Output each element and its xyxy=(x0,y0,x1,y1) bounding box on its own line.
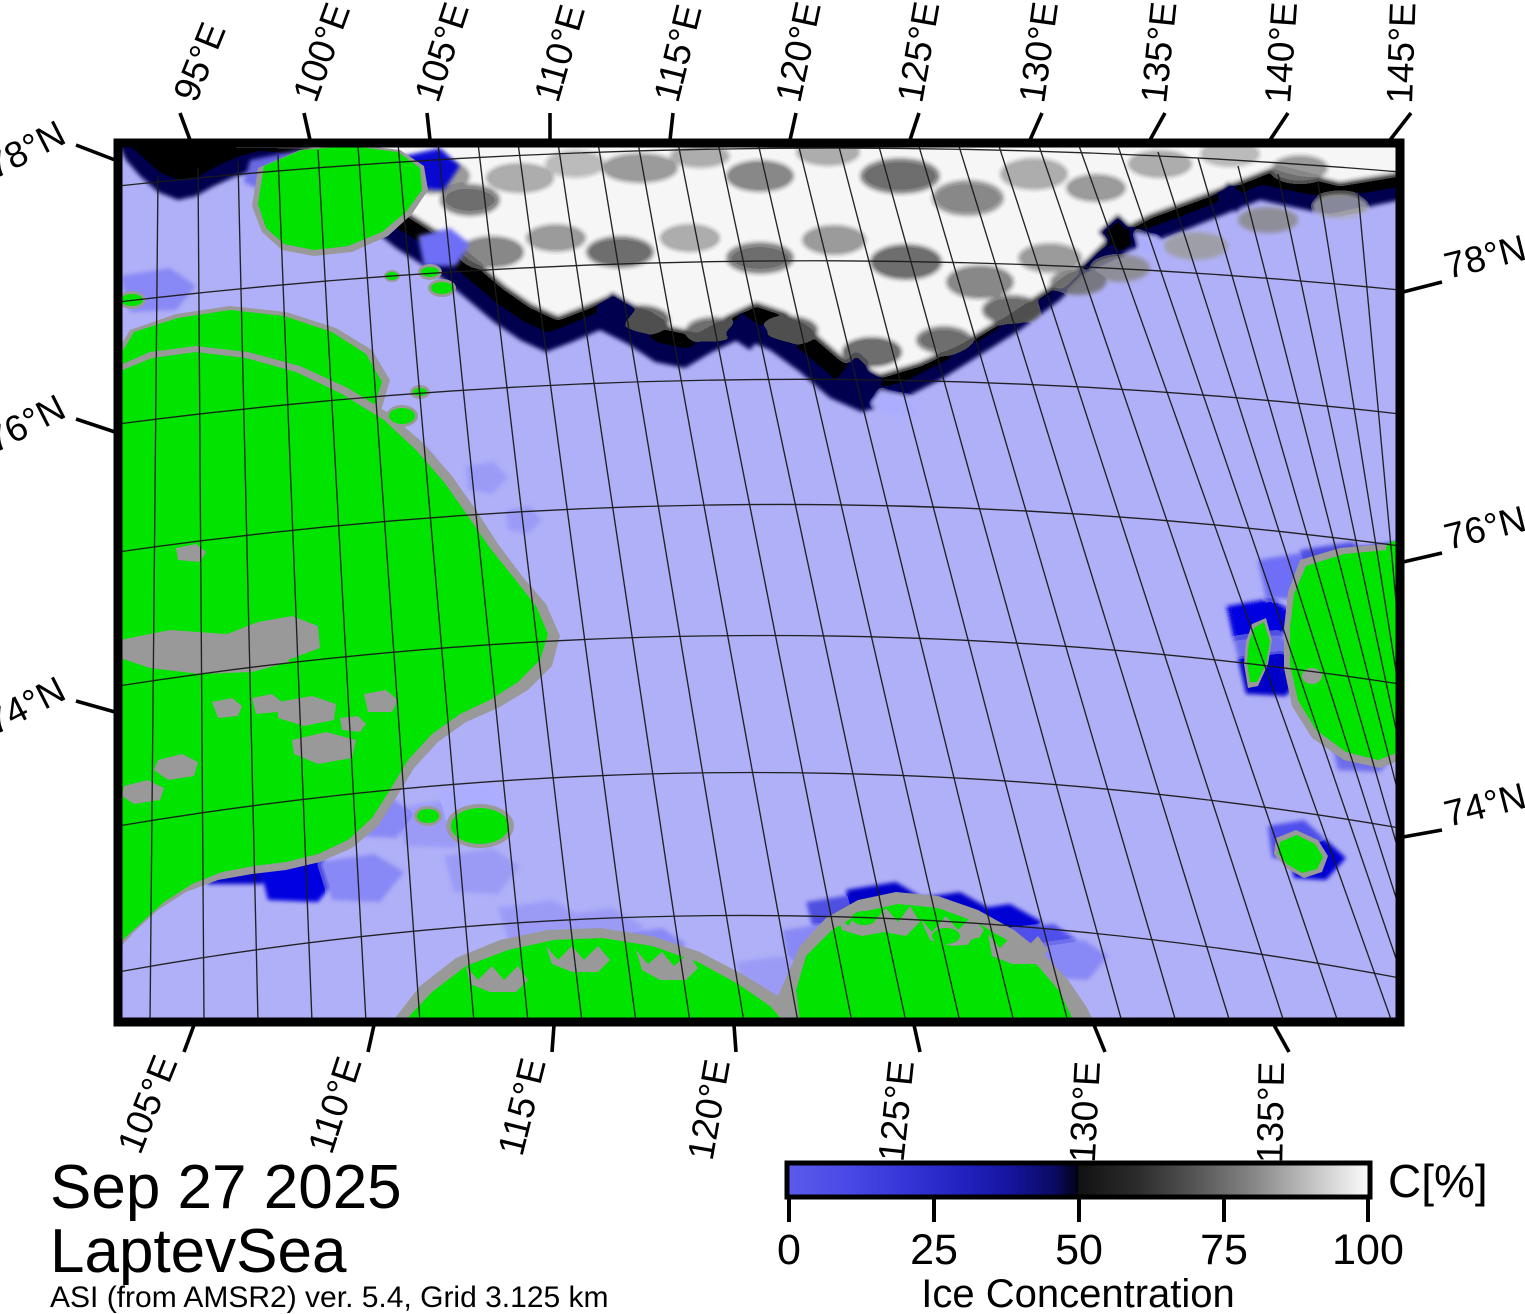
region-label: LaptevSea xyxy=(50,1217,347,1286)
land-severnaya-zemlya-north xyxy=(252,144,428,256)
colorbar-tick-label-3: 75 xyxy=(1200,1226,1248,1274)
ice-concentration-field xyxy=(118,143,1400,418)
map-frame xyxy=(113,138,1405,1027)
interior-gray-patches xyxy=(120,510,398,804)
map-panel[interactable] xyxy=(96,138,1406,1027)
date-label: Sep 27 2025 xyxy=(50,1153,402,1222)
bottom-ticks xyxy=(182,1024,1291,1053)
colorbar-unit-label: C[%] xyxy=(1388,1155,1488,1207)
top-ticks xyxy=(178,111,1413,142)
pack-ice-mottling xyxy=(394,143,1368,367)
colorbar[interactable]: 0 25 50 75 100 C[%] Ice Concentration xyxy=(777,1155,1488,1314)
top-lon-label-10: 145°E xyxy=(1379,2,1424,105)
colorbar-ticks xyxy=(787,1199,1370,1222)
top-lon-label-9: 140°E xyxy=(1257,1,1305,105)
source-label: ASI (from AMSR2) ver. 5.4, Grid 3.125 km xyxy=(50,1281,609,1314)
left-ticks xyxy=(75,143,116,714)
land-small-island-west-kotelny xyxy=(1244,618,1272,688)
land-lena-delta xyxy=(392,892,1094,1022)
land-lyakhovsky-island xyxy=(1274,830,1328,878)
right-ticks xyxy=(1402,280,1443,839)
land-taymyr-north-cape xyxy=(118,398,420,626)
parallels xyxy=(118,147,1400,979)
ice-leads xyxy=(596,182,1252,404)
graticule xyxy=(118,143,1400,1022)
colorbar-tick-label-2: 50 xyxy=(1055,1226,1103,1274)
colorbar-gradient[interactable] xyxy=(784,1160,1373,1200)
colorbar-tick-label-0: 0 xyxy=(777,1226,801,1274)
landmasses xyxy=(118,144,1400,1022)
bottom-lon-label-5: 130°E xyxy=(1062,1060,1108,1163)
colorbar-tick-label-4: 100 xyxy=(1332,1226,1404,1274)
axis-ticks xyxy=(75,111,1443,1053)
small-islands xyxy=(118,264,514,848)
colorbar-caption: Ice Concentration xyxy=(921,1272,1235,1314)
colorbar-tick-label-1: 25 xyxy=(910,1226,958,1274)
title-block: Sep 27 2025 LaptevSea ASI (from AMSR2) v… xyxy=(50,1153,609,1314)
bottom-lon-label-6: 135°E xyxy=(1249,1061,1292,1163)
